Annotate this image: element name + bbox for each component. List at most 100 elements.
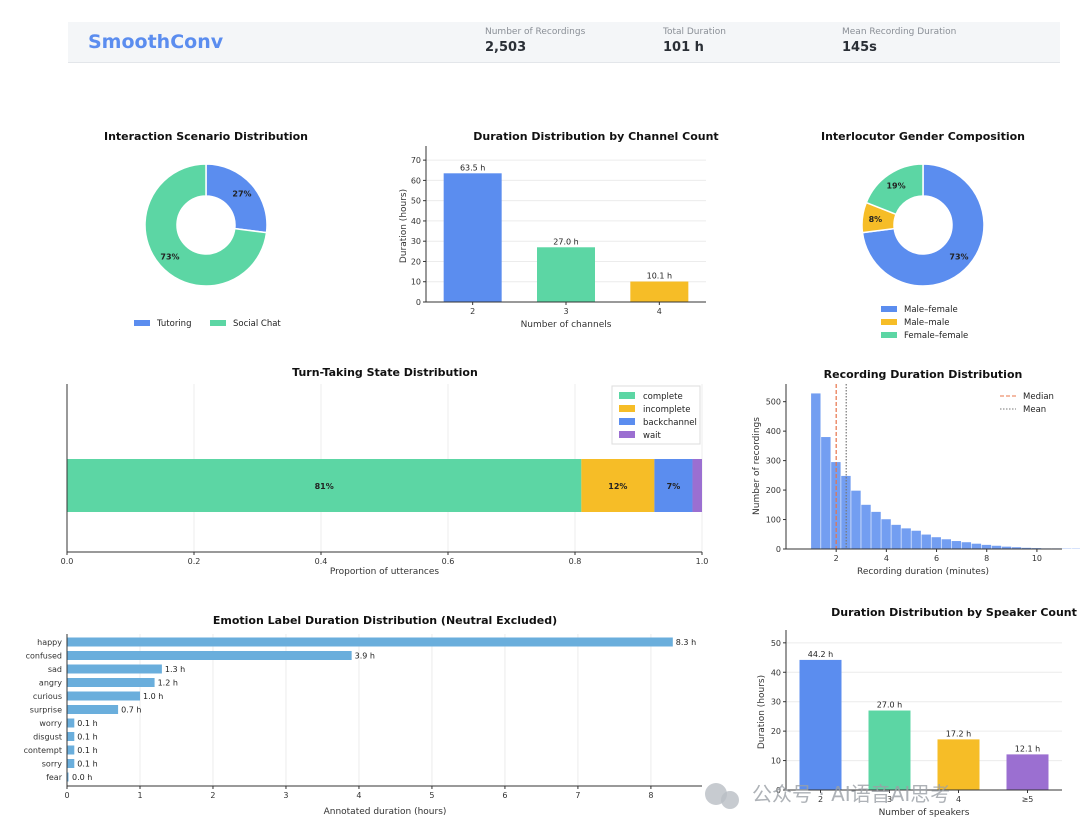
y-tick-label: 50	[411, 197, 421, 206]
y-tick-label: 0	[416, 298, 421, 307]
x-tick-label: 0.8	[569, 557, 582, 566]
y-tick-label: sorry	[42, 760, 63, 769]
x-tick-label: 6	[934, 554, 939, 563]
x-axis-label: Number of channels	[521, 320, 612, 330]
bar	[868, 710, 911, 790]
bar-value-label: 10.1 h	[647, 272, 672, 281]
y-tick-label: 40	[771, 668, 781, 677]
y-tick-label: disgust	[33, 733, 62, 742]
stacked-segment	[654, 459, 693, 512]
pie-label: 73%	[949, 253, 968, 262]
legend-swatch	[619, 418, 635, 425]
pie-label: 19%	[886, 181, 905, 190]
bar-value-label: 1.3 h	[165, 665, 185, 674]
y-tick-label: surprise	[30, 706, 62, 715]
x-tick-label: 2	[470, 307, 475, 316]
legend-label: Social Chat	[233, 319, 281, 329]
x-axis-label: Recording duration (minutes)	[857, 567, 989, 577]
chart-title: Emotion Label Duration Distribution (Neu…	[213, 614, 557, 627]
y-tick-label: 10	[411, 278, 421, 287]
pie-slice	[205, 163, 268, 234]
histogram-bar	[1011, 547, 1022, 549]
bar	[67, 691, 140, 701]
pie-label: 8%	[869, 215, 883, 224]
histogram-bar	[901, 528, 911, 549]
bar-value-label: 1.2 h	[158, 679, 178, 688]
stat-mean-duration: Mean Recording Duration 145s	[842, 27, 956, 55]
histogram-bar	[821, 437, 831, 549]
legend-label: incomplete	[643, 405, 690, 415]
pie-slice	[861, 163, 985, 287]
chart-title: Duration Distribution by Channel Count	[473, 130, 718, 143]
x-tick-label: 0.6	[442, 557, 455, 566]
x-tick-label: 1.0	[696, 557, 709, 566]
x-tick-label: 2	[210, 791, 215, 800]
histogram-bar	[961, 542, 972, 549]
x-axis-label: Annotated duration (hours)	[324, 807, 447, 817]
x-tick-label: 8	[984, 554, 989, 563]
histogram-bar	[971, 543, 982, 549]
legend-swatch	[619, 431, 635, 438]
legend-label: Male–male	[904, 318, 949, 328]
chart-title: Turn-Taking State Distribution	[292, 366, 478, 379]
bar-value-label: 44.2 h	[808, 650, 833, 659]
y-tick-label: sad	[48, 665, 62, 674]
y-tick-label: 60	[411, 176, 421, 185]
segment-label: 7%	[667, 482, 681, 491]
x-tick-label: 0.0	[61, 557, 74, 566]
y-tick-label: 30	[771, 698, 781, 707]
bar	[67, 664, 162, 674]
y-tick-label: 0	[776, 786, 781, 795]
histogram-bar	[911, 530, 921, 549]
x-tick-label: 4	[956, 795, 961, 804]
summary-header: SmoothConv Number of Recordings 2,503 To…	[68, 22, 1060, 63]
bar	[67, 772, 69, 782]
x-tick-label: 3	[563, 307, 568, 316]
x-tick-label: 8	[648, 791, 653, 800]
bar-value-label: 12.1 h	[1015, 744, 1040, 753]
y-tick-label: 10	[771, 757, 781, 766]
bar	[67, 678, 155, 687]
stat-recordings-value: 2,503	[485, 40, 527, 55]
x-tick-label: 4	[356, 791, 361, 800]
wechat-logo-icon	[721, 791, 739, 809]
legend-label: Female–female	[904, 331, 968, 341]
y-tick-label: contempt	[24, 746, 62, 755]
x-tick-label: 7	[575, 791, 580, 800]
legend-label: Median	[1023, 392, 1054, 402]
histogram-bar	[1001, 546, 1012, 549]
legend-swatch	[619, 405, 635, 412]
x-axis-label: Proportion of utterances	[330, 567, 440, 577]
segment-label: 81%	[315, 482, 334, 491]
histogram-bar	[1021, 547, 1032, 549]
histogram-bar	[991, 545, 1002, 549]
stacked-segment	[67, 459, 582, 512]
legend-swatch	[881, 306, 897, 312]
pie-label: 27%	[232, 189, 251, 198]
stat-total-duration-value: 101 h	[663, 40, 704, 55]
bar-value-label: 27.0 h	[553, 237, 578, 246]
pie-label: 73%	[160, 253, 179, 262]
legend-label: backchannel	[643, 418, 697, 428]
bar	[937, 739, 980, 790]
bar	[67, 705, 119, 714]
legend-label: Mean	[1023, 405, 1046, 415]
y-tick-label: 300	[766, 457, 781, 466]
histogram-bar	[931, 537, 941, 549]
bar	[67, 718, 75, 728]
y-tick-label: 100	[766, 516, 781, 525]
y-tick-label: 20	[411, 257, 421, 266]
bar-value-label: 27.0 h	[877, 701, 902, 710]
stat-mean-duration-value: 145s	[842, 40, 877, 55]
legend-swatch	[881, 332, 897, 338]
segment-label: 12%	[608, 482, 627, 491]
y-tick-label: 50	[771, 639, 781, 648]
histogram-bar	[921, 534, 931, 549]
y-tick-label: worry	[39, 719, 62, 728]
histogram-bar	[851, 490, 861, 549]
bar-value-label: 3.9 h	[355, 652, 375, 661]
y-tick-label: angry	[39, 679, 62, 688]
x-tick-label: 2	[818, 795, 823, 804]
stat-mean-duration-label: Mean Recording Duration	[842, 27, 957, 37]
chart-title: Interaction Scenario Distribution	[104, 130, 308, 143]
